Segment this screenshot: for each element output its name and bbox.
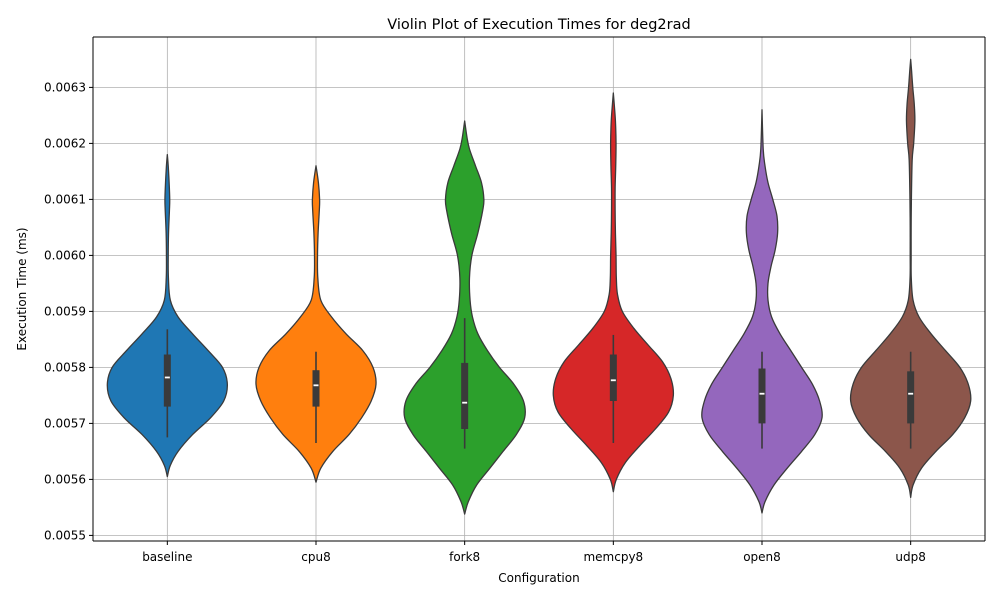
- iqr-box-memcpy8: [609, 354, 617, 401]
- violin-memcpy8: [552, 92, 675, 493]
- y-ticks: 0.0055 0.0056 0.0057 0.0058 0.0059 0.0060 0.00…: [44, 80, 93, 542]
- x-axis-title: Configuration: [498, 571, 579, 585]
- violin-udp8: [849, 58, 972, 498]
- y-tick-label: 0.0062: [44, 136, 86, 150]
- y-tick-label: 0.0056: [44, 472, 86, 486]
- iqr-box-udp8: [907, 371, 915, 424]
- iqr-box-cpu8: [312, 370, 320, 407]
- violin-cpu8: [255, 165, 377, 483]
- x-tick-label: udp8: [895, 550, 925, 564]
- violin-open8: [701, 109, 823, 514]
- y-tick-label: 0.0055: [44, 528, 86, 542]
- x-tick-label: cpu8: [301, 550, 330, 564]
- x-tick-label: open8: [743, 550, 781, 564]
- iqr-box-baseline: [163, 354, 171, 407]
- axes: [92, 36, 986, 542]
- plot-background: [93, 37, 985, 541]
- y-tick-label: 0.0058: [44, 360, 86, 374]
- violin-baseline: [106, 153, 228, 478]
- x-tick-label: memcpy8: [583, 550, 643, 564]
- box-plots: [163, 318, 915, 449]
- chart-title: Violin Plot of Execution Times for deg2r…: [387, 17, 690, 33]
- y-tick-label: 0.0057: [44, 416, 86, 430]
- violins: [106, 58, 972, 515]
- y-tick-label: 0.0061: [44, 192, 86, 206]
- iqr-box-open8: [758, 368, 766, 424]
- y-tick-label: 0.0059: [44, 304, 86, 318]
- y-tick-label: 0.0060: [44, 248, 86, 262]
- y-axis-title: Execution Time (ms): [15, 227, 29, 350]
- x-tick-label: baseline: [142, 550, 192, 564]
- x-ticks: baseline cpu8 fork8 memcpy8 open8 udp8: [142, 541, 926, 564]
- y-tick-label: 0.0063: [44, 80, 86, 94]
- violin-fork8: [403, 120, 526, 515]
- x-tick-label: fork8: [449, 550, 480, 564]
- iqr-box-fork8: [461, 362, 469, 429]
